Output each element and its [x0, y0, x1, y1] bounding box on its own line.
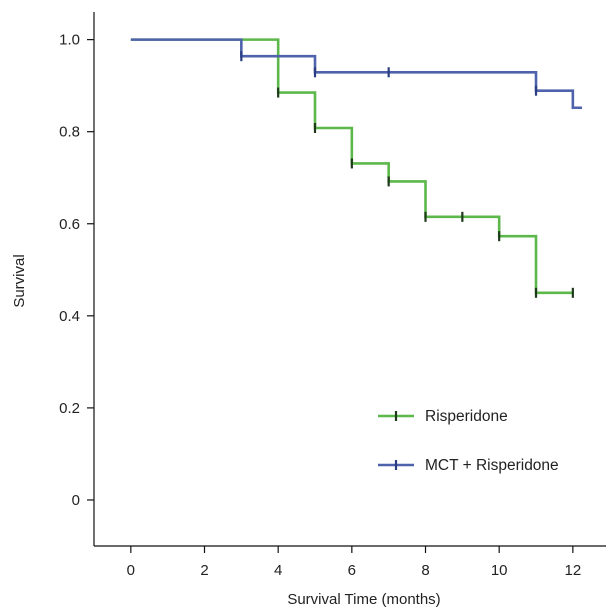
x-tick-label: 8 [421, 562, 429, 579]
x-tick-label: 12 [565, 562, 582, 579]
series-line [130, 38, 573, 295]
x-tick-label: 0 [127, 562, 135, 579]
y-tick-label: 0.2 [59, 400, 80, 417]
series-risperidone [130, 38, 574, 298]
x-ticks: 0 2 4 6 8 10 12 [127, 546, 582, 579]
series-line [130, 38, 583, 110]
x-tick-label: 4 [274, 562, 282, 579]
y-tick-label: 1.0 [59, 32, 80, 49]
y-tick-label: 0 [72, 492, 80, 509]
x-axis-title: Survival Time (months) [287, 591, 440, 608]
legend-item: Risperidone [378, 408, 508, 425]
series-layer [130, 38, 583, 298]
axes [93, 12, 606, 547]
x-tick-label: 2 [200, 562, 208, 579]
y-tick-label: 0.8 [59, 124, 80, 141]
y-tick-label: 0.6 [59, 216, 80, 233]
y-axis-title: Survival [11, 254, 28, 307]
series-mct-risperidone [130, 38, 583, 110]
legend-label: MCT + Risperidone [425, 457, 559, 474]
legend-label: Risperidone [425, 408, 508, 425]
x-tick-label: 6 [348, 562, 356, 579]
x-tick-label: 10 [491, 562, 508, 579]
legend: Risperidone MCT + Risperidone [378, 408, 559, 474]
legend-item: MCT + Risperidone [378, 457, 559, 474]
y-ticks: 0 0.2 0.4 0.6 0.8 1.0 [59, 32, 94, 509]
y-tick-label: 0.4 [59, 308, 80, 325]
